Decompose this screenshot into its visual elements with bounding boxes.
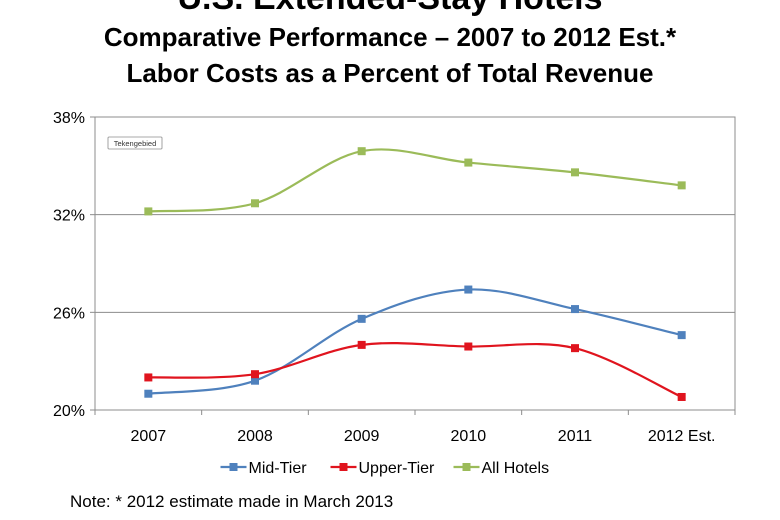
y-tick-label: 26% (53, 305, 85, 322)
data-point-all-hotels (464, 158, 473, 167)
data-point-mid-tier (464, 285, 473, 294)
series-line-mid-tier (148, 288, 682, 395)
data-point-all-hotels (144, 207, 153, 216)
data-point-mid-tier (571, 305, 579, 314)
y-axis: 20% 26% 32% 38% (53, 110, 95, 420)
data-point-mid-tier (677, 331, 686, 340)
data-point-all-hotels (677, 181, 686, 190)
data-point-all-hotels (571, 168, 579, 177)
x-tick-label: 2012 Est. (648, 428, 716, 445)
chart-subtitle-2: Labor Costs as a Percent of Total Revenu… (126, 58, 654, 88)
data-point-mid-tier (251, 376, 259, 385)
data-point-all-hotels (357, 147, 366, 156)
y-tick-label: 20% (53, 403, 85, 420)
series-lines (144, 147, 686, 401)
x-axis: 2007 2008 2009 2010 2011 2012 Est. (94, 410, 736, 445)
legend-label-all-hotels: All Hotels (482, 460, 550, 477)
x-tick-label: 2009 (344, 428, 380, 445)
data-point-all-hotels (251, 199, 259, 208)
plot-area (94, 116, 736, 411)
legend-marker-all-hotels (462, 463, 471, 471)
legend: Mid-Tier Upper-Tier All Hotels (220, 460, 550, 477)
x-tick-label: 2010 (451, 428, 487, 445)
data-point-mid-tier (357, 314, 366, 323)
chart-title: U.S. Extended-Stay Hotels (0, 0, 780, 18)
series-line-upper-tier (148, 342, 683, 398)
footnote: Note: * 2012 estimate made in March 2013 (70, 492, 394, 511)
x-tick-label: 2011 (558, 428, 593, 445)
data-point-mid-tier (144, 389, 153, 398)
data-point-upper-tier (464, 342, 473, 351)
x-tick-label: 2007 (131, 428, 167, 445)
data-point-upper-tier (144, 373, 153, 382)
data-point-upper-tier (251, 370, 259, 379)
legend-label-mid-tier: Mid-Tier (249, 460, 308, 477)
y-tick-label: 32% (53, 208, 85, 225)
data-point-upper-tier (357, 340, 366, 349)
series-line-all-hotels (148, 148, 682, 213)
line-chart: Tekengebied 20% 26% 32% 38% 2007 2008 2009 201… (53, 110, 736, 477)
x-tick-label: 2008 (237, 428, 273, 445)
data-point-upper-tier (571, 344, 579, 353)
data-point-upper-tier (677, 392, 686, 401)
y-tick-label: 38% (53, 110, 85, 127)
chart-subtitle-1: Comparative Performance – 2007 to 2012 E… (103, 22, 677, 52)
gridlines (95, 116, 735, 411)
plot-area-label: Tekengebied (107, 136, 163, 150)
legend-marker-upper-tier (339, 463, 348, 471)
plot-area-label-text: Tekengebied (114, 139, 157, 148)
legend-label-upper-tier: Upper-Tier (359, 460, 436, 477)
legend-marker-mid-tier (229, 463, 238, 471)
